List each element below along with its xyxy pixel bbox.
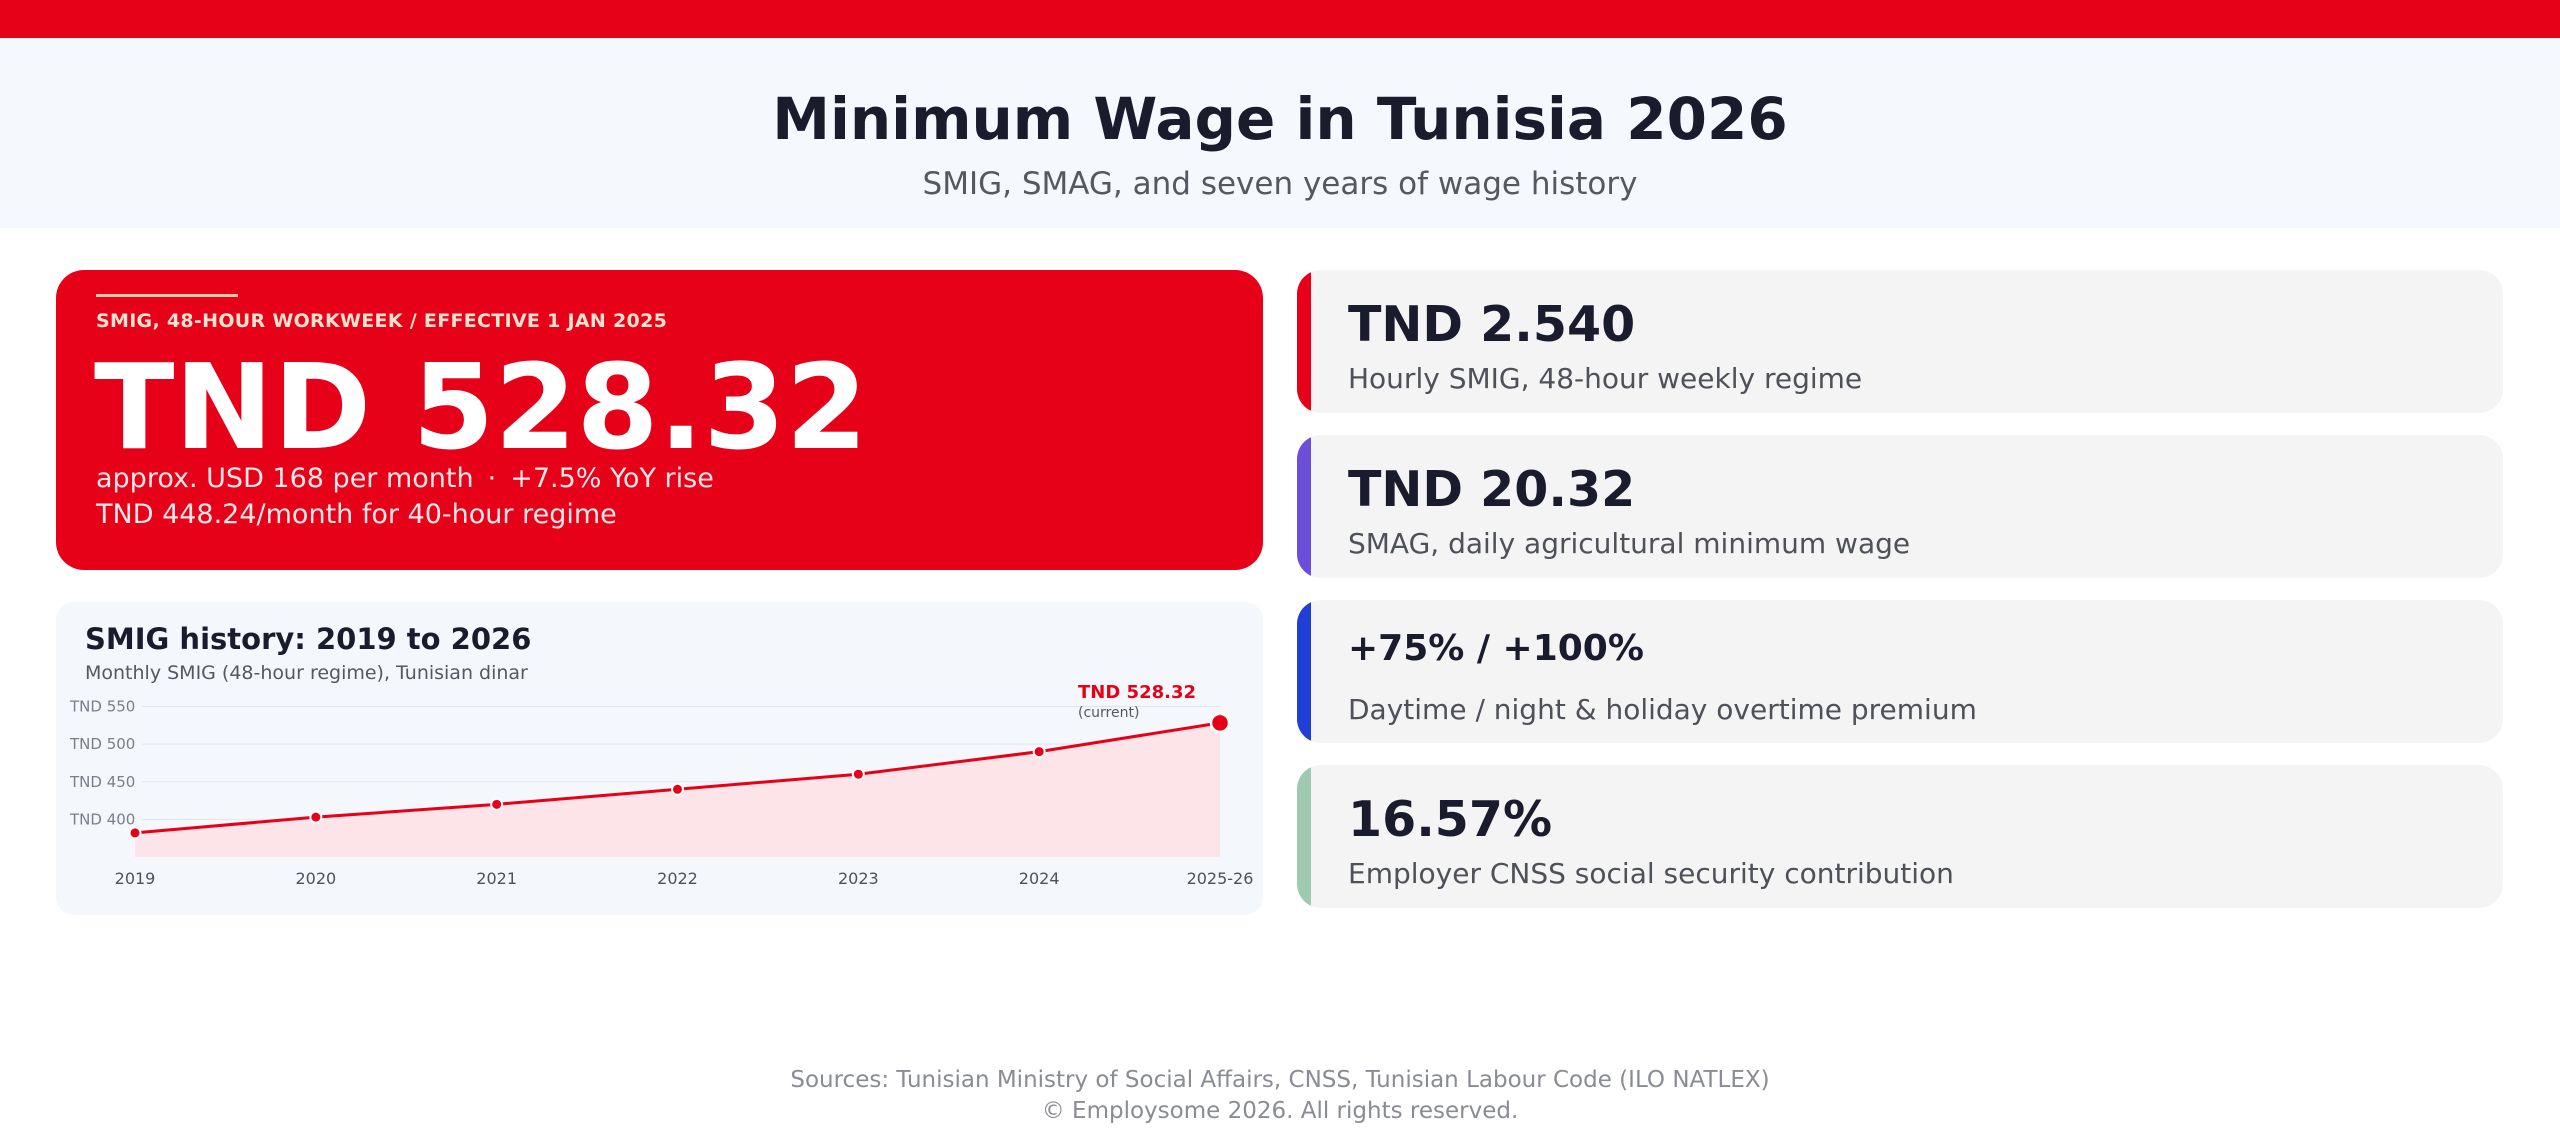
chart-subtitle: Monthly SMIG (48-hour regime), Tunisian … <box>85 662 528 684</box>
page-header: Minimum Wage in Tunisia 2026 SMIG, SMAG,… <box>0 38 2560 228</box>
stat-value: TND 20.32 <box>1348 461 1636 518</box>
footer-copyright: © Employsome 2026. All rights reserved. <box>1041 1098 1519 1124</box>
hero-line-usd: approx. USD 168 per month · +7.5% YoY rise <box>96 465 714 492</box>
x-tick-label: 2023 <box>838 869 879 888</box>
hero-line-40h: TND 448.24/month for 40-hour regime <box>96 499 617 530</box>
stat-card-hourly-smig: TND 2.540 Hourly SMIG, 48-hour weekly re… <box>1297 270 2503 413</box>
y-tick-label: TND 500 <box>69 735 135 753</box>
stat-accent-bar <box>1297 435 1311 578</box>
chart-point <box>128 826 142 840</box>
stat-label: Employer CNSS social security contributi… <box>1348 857 1954 890</box>
hero-rule <box>96 294 238 297</box>
page-title: Minimum Wage in Tunisia 2026 <box>772 85 1788 153</box>
x-tick-label: 2022 <box>657 869 698 888</box>
stat-value: TND 2.540 <box>1348 296 1636 353</box>
hero-value: TND 528.32 <box>94 338 868 476</box>
x-tick-label: 2021 <box>476 869 517 888</box>
top-accent-bar <box>0 0 2560 38</box>
chart-card: SMIG history: 2019 to 2026 Monthly SMIG … <box>56 602 1263 915</box>
x-tick-label: 2020 <box>295 869 336 888</box>
smig-line-chart: TND 400 TND 450 TND 500 TND 550 2019 2020 2021… <box>69 682 1254 888</box>
stat-label: Daytime / night & holiday overtime premi… <box>1348 693 1977 726</box>
footer-sources: Sources: Tunisian Ministry of Social Aff… <box>790 1067 1770 1093</box>
chart-point <box>309 810 323 824</box>
chart-point-current <box>1209 712 1231 734</box>
stat-card-overtime: +75% / +100% Daytime / night & holiday o… <box>1297 600 2503 743</box>
x-tick-label: 2025-26 <box>1187 869 1254 888</box>
stat-accent-bar <box>1297 270 1311 413</box>
hero-kicker: SMIG, 48-HOUR WORKWEEK / EFFECTIVE 1 JAN… <box>96 310 668 332</box>
stat-card-smag: TND 20.32 SMAG, daily agricultural minim… <box>1297 435 2503 578</box>
stat-accent-bar <box>1297 600 1311 743</box>
annotation-sublabel: (current) <box>1078 705 1139 721</box>
page-subtitle: SMIG, SMAG, and seven years of wage hist… <box>922 166 1638 202</box>
chart-point <box>1032 745 1046 759</box>
stat-label: Hourly SMIG, 48-hour weekly regime <box>1348 362 1863 395</box>
x-tick-label: 2019 <box>115 869 156 888</box>
chart-point <box>490 797 504 811</box>
stat-accent-bar <box>1297 765 1311 908</box>
hero-yoy-text: +7.5% YoY rise <box>510 463 714 494</box>
stat-value: +75% / +100% <box>1348 628 1644 669</box>
hero-card: SMIG, 48-HOUR WORKWEEK / EFFECTIVE 1 JAN… <box>56 270 1263 570</box>
stat-card-cnss: 16.57% Employer CNSS social security con… <box>1297 765 2503 908</box>
y-tick-label: TND 450 <box>69 773 135 791</box>
y-tick-label: TND 400 <box>69 810 135 828</box>
stat-value: 16.57% <box>1348 791 1553 848</box>
y-tick-label: TND 550 <box>69 698 135 716</box>
chart-point <box>671 782 684 796</box>
chart-title: SMIG history: 2019 to 2026 <box>85 622 532 656</box>
stat-label: SMAG, daily agricultural minimum wage <box>1348 527 1911 560</box>
chart-point <box>851 767 865 781</box>
hero-separator: · <box>487 463 497 494</box>
x-tick-label: 2024 <box>1019 869 1060 888</box>
annotation-label: TND 528.32 <box>1078 682 1196 703</box>
hero-usd-text: approx. USD 168 per month <box>96 463 474 494</box>
